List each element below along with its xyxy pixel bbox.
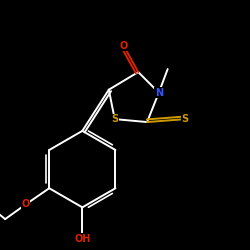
Text: S: S [182, 114, 189, 124]
Text: N: N [155, 88, 163, 98]
Text: O: O [22, 200, 30, 209]
Text: S: S [111, 114, 118, 124]
Text: O: O [120, 40, 128, 50]
Text: OH: OH [74, 234, 90, 244]
